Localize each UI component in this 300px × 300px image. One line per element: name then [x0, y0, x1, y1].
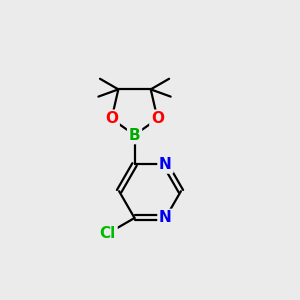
Text: B: B [129, 128, 140, 142]
Text: O: O [105, 111, 118, 126]
Text: N: N [159, 211, 172, 226]
Text: O: O [151, 111, 164, 126]
Text: Cl: Cl [100, 226, 116, 241]
Text: N: N [159, 157, 172, 172]
